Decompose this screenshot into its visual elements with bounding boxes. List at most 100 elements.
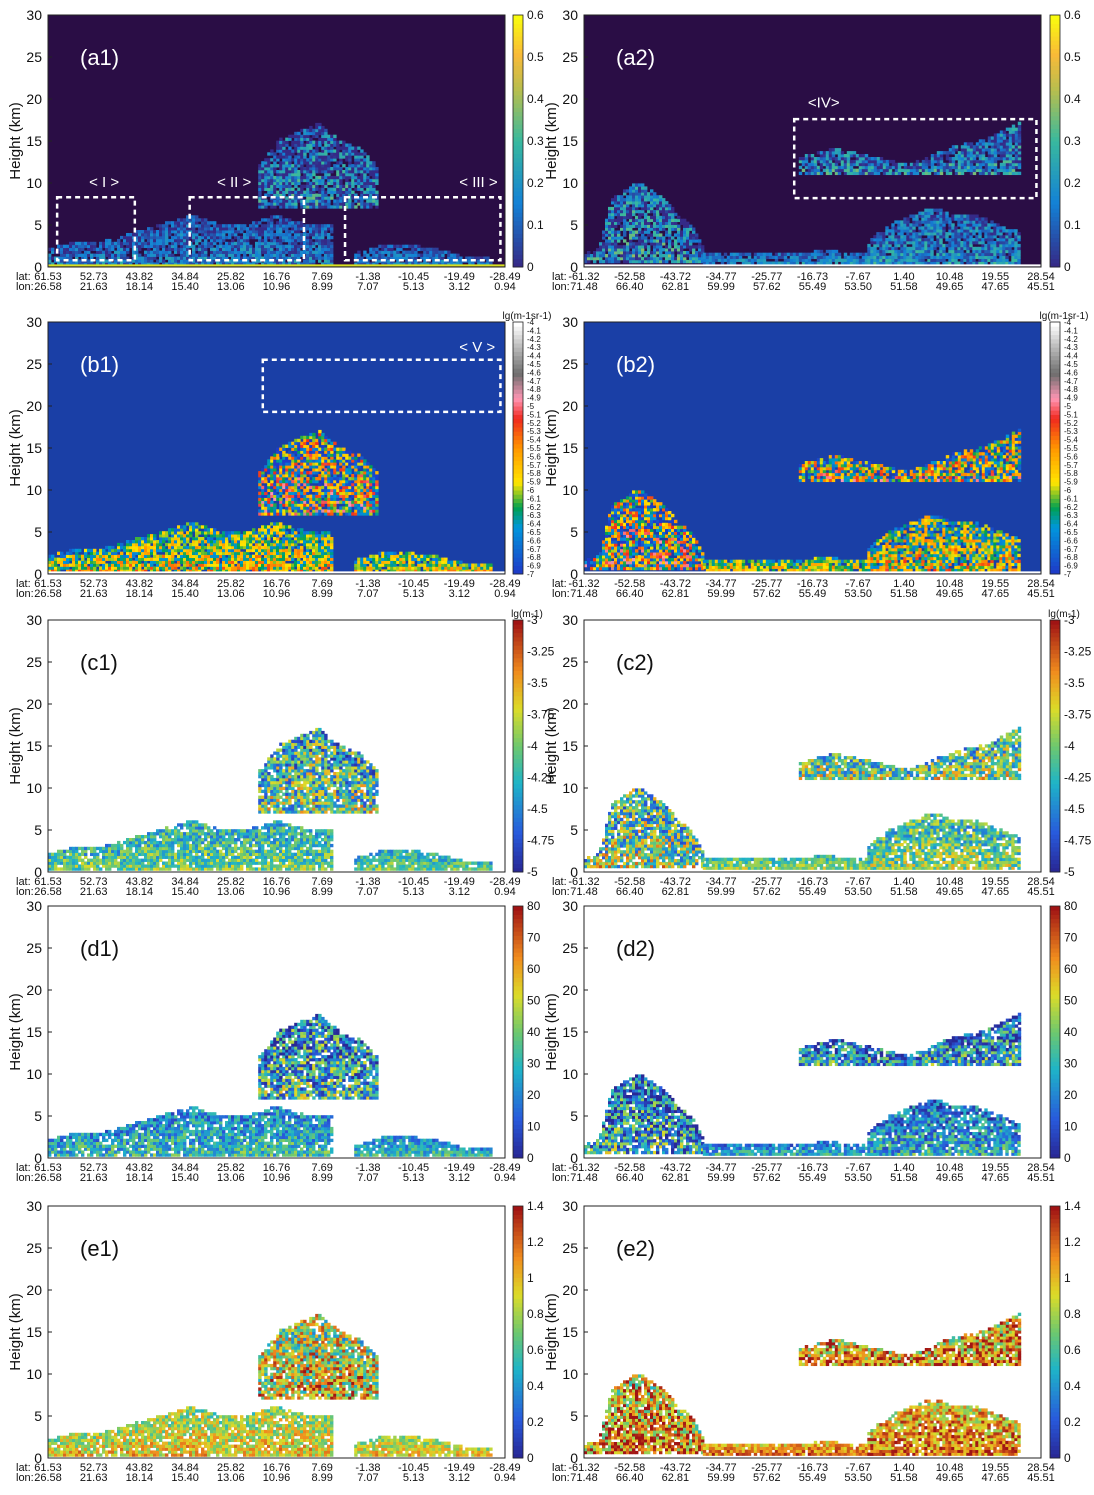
cloud-cell — [147, 555, 150, 558]
cloud-cell — [975, 229, 978, 232]
cloud-cell — [291, 205, 294, 208]
cloud-cell — [261, 176, 264, 179]
cloud-cell — [354, 170, 357, 173]
cloud-cell — [192, 227, 195, 230]
cloud-cell — [647, 192, 650, 195]
cloud-cell — [258, 239, 261, 242]
cloud-cell — [909, 256, 912, 259]
cloud-cell — [186, 537, 189, 540]
cloud-cell — [306, 132, 309, 135]
cloud-cell — [826, 163, 829, 166]
cloud-cell — [126, 546, 129, 549]
cloud-cell — [306, 199, 309, 202]
cloud-cell — [973, 145, 976, 148]
cloud-cell — [614, 207, 617, 210]
cloud-cell — [216, 534, 219, 537]
cloud-cell — [270, 173, 273, 176]
cloud-cell — [927, 226, 930, 229]
cloud-cell — [126, 566, 129, 569]
cloud-cell — [948, 247, 951, 250]
cloud-cell — [159, 531, 162, 534]
cloud-cell — [240, 227, 243, 230]
cloud-cell — [282, 248, 285, 251]
cloud-cell — [659, 201, 662, 204]
cloud-cell — [267, 227, 270, 230]
cloud-cell — [999, 229, 1002, 232]
cloud-cell — [354, 161, 357, 164]
cloud-cell — [273, 199, 276, 202]
cloud-cell — [954, 244, 957, 247]
cloud-cell — [216, 549, 219, 552]
cloud-cell — [665, 201, 668, 204]
cloud-cell — [165, 236, 168, 239]
cloud-cell — [267, 218, 270, 221]
cloud-cell — [69, 552, 72, 555]
cloud-cell — [201, 245, 204, 248]
cloud-cell — [963, 220, 966, 223]
cloud-cell — [659, 195, 662, 198]
cloud-cell — [213, 564, 216, 567]
cloud-cell — [650, 201, 653, 204]
cloud-cell — [162, 540, 165, 543]
cloud-cell — [327, 144, 330, 147]
cloud-cell — [632, 210, 635, 213]
cloud-cell — [267, 161, 270, 164]
cloud-cell — [270, 251, 273, 254]
cloud-cell — [894, 259, 897, 262]
cloud-cell — [297, 236, 300, 239]
cloud-cell — [300, 167, 303, 170]
cloud-cell — [282, 199, 285, 202]
cloud-cell — [105, 245, 108, 248]
cloud-cell — [924, 226, 927, 229]
cloud-cell — [342, 170, 345, 173]
cloud-cell — [611, 198, 614, 201]
cloud-cell — [318, 191, 321, 194]
cloud-cell — [411, 248, 414, 251]
cloud-cell — [891, 250, 894, 253]
cloud-cell — [273, 202, 276, 205]
cloud-cell — [324, 257, 327, 260]
cloud-cell — [961, 172, 964, 175]
cloud-cell — [162, 251, 165, 254]
cloud-cell — [270, 227, 273, 230]
cloud-cell — [159, 242, 162, 245]
cloud-cell — [641, 251, 644, 254]
cloud-cell — [54, 558, 57, 561]
cloud-cell — [868, 163, 871, 166]
cloud-cell — [686, 233, 689, 236]
cloud-cell — [653, 225, 656, 228]
cloud-cell — [177, 564, 180, 567]
cloud-cell — [60, 555, 63, 558]
cloud-cell — [168, 531, 171, 534]
cloud-cell — [159, 259, 162, 262]
cloud-cell — [895, 169, 898, 172]
cloud-cell — [288, 233, 291, 236]
cloud-cell — [180, 230, 183, 233]
cloud-cell — [192, 525, 195, 528]
cloud-cell — [662, 216, 665, 219]
colorbar-cell — [1050, 250, 1060, 255]
lon-tick-label: 66.40 — [616, 281, 644, 293]
cloud-cell — [105, 251, 108, 254]
cloud-cell — [942, 217, 945, 220]
cloud-cell — [285, 188, 288, 191]
cloud-cell — [906, 247, 909, 250]
cloud-cell — [829, 151, 832, 154]
cloud-cell — [174, 245, 177, 248]
cloud-cell — [617, 198, 620, 201]
cloud-cell — [342, 185, 345, 188]
cloud-cell — [306, 254, 309, 257]
cloud-cell — [309, 138, 312, 141]
cloud-cell — [75, 245, 78, 248]
cloud-cell — [141, 555, 144, 558]
cloud-cell — [686, 245, 689, 248]
cloud-cell — [312, 242, 315, 245]
cloud-cell — [180, 254, 183, 257]
cloud-cell — [171, 248, 174, 251]
cloud-cell — [817, 160, 820, 163]
cloud-cell — [1018, 131, 1021, 134]
cloud-cell — [156, 259, 159, 262]
cloud-cell — [832, 154, 835, 157]
cloud-cell — [967, 160, 970, 163]
cloud-cell — [357, 254, 360, 257]
